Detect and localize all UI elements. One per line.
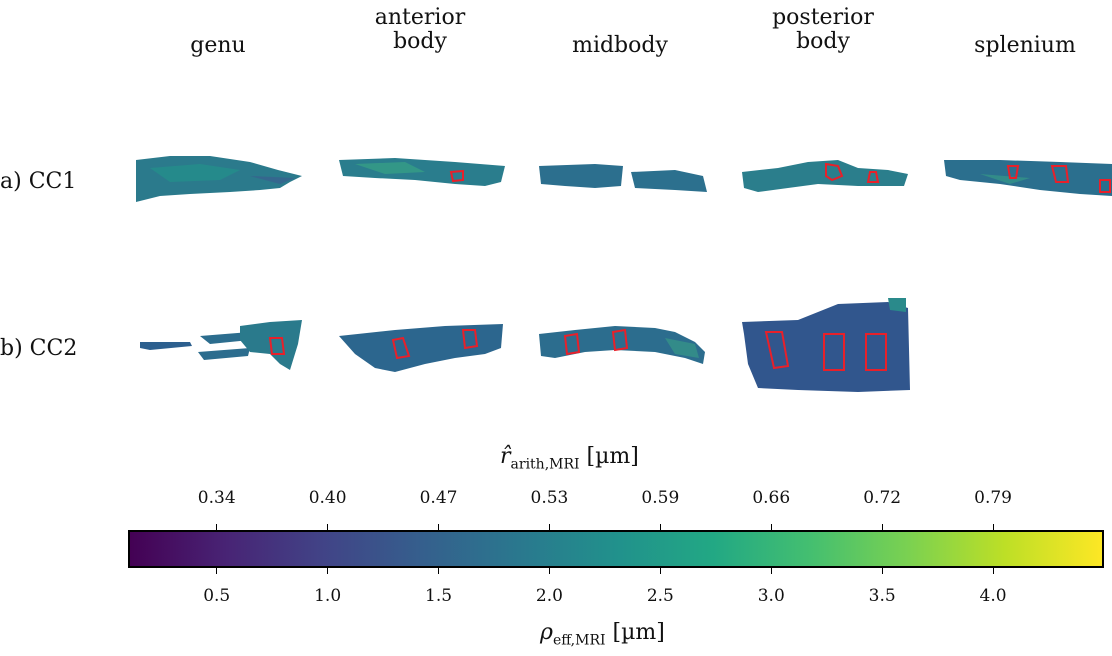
panel-cc2-anterior-body (339, 324, 503, 372)
top-tick-label: 0.59 (641, 488, 680, 508)
colorbar-bottom-tick (881, 568, 883, 574)
panel-cc1-posterior-body (742, 160, 908, 192)
panel-cc1-splenium (944, 160, 1112, 196)
bottom-tick-label: 0.5 (203, 586, 231, 606)
top-tick-label: 0.34 (197, 488, 236, 508)
panel-cc2-midbody (539, 326, 705, 364)
roi-polygon (391, 336, 411, 360)
bottom-tick-label: 1.5 (425, 586, 453, 606)
column-label-anterior-body: anterior body (374, 5, 466, 54)
top-tick-label: 0.79 (974, 488, 1012, 508)
colorbar-top-tick (659, 524, 661, 530)
top-tick-label: 0.40 (308, 488, 347, 508)
colorbar-top-tick (216, 524, 218, 530)
colorbar-top-tick (770, 524, 772, 530)
bottom-tick-label: 3.0 (757, 586, 785, 606)
roi-polygon (823, 333, 845, 371)
bottom-tick-label: 4.0 (979, 586, 1007, 606)
colorbar-top-tick (438, 524, 440, 530)
colorbar-bottom-tick (327, 568, 329, 574)
top-tick-label: 0.72 (863, 488, 902, 508)
roi-polygon (1050, 165, 1070, 183)
bottom-tick-label: 2.0 (535, 586, 563, 606)
panel-cc1-anterior-body (339, 158, 505, 186)
roi-polygon (611, 328, 629, 352)
top-tick-label: 0.47 (419, 488, 458, 508)
colorbar-top-tick (881, 524, 883, 530)
bottom-axis-title: ρeff,MRI [µm] (540, 620, 665, 649)
bottom-tick-label: 1.0 (314, 586, 342, 606)
roi-polygon (866, 171, 880, 183)
column-label-midbody: midbody (572, 33, 668, 58)
column-label-posterior-body: posterior body (772, 5, 874, 54)
colorbar-bottom-tick (659, 568, 661, 574)
roi-polygon (764, 331, 790, 370)
bottom-tick-label: 3.5 (868, 586, 896, 606)
panel-cc2-posterior-body (742, 298, 910, 392)
panel-cc1-genu (136, 156, 302, 202)
panel-cc1-midbody (539, 164, 707, 192)
colorbar-bottom-tick (548, 568, 550, 574)
colorbar-top-tick (992, 524, 994, 530)
column-label-splenium: splenium (974, 33, 1076, 58)
colorbar-top-tick (327, 524, 329, 530)
colorbar-bottom-tick (438, 568, 440, 574)
colorbar-bottom-tick (216, 568, 218, 574)
roi-polygon (461, 329, 479, 350)
roi-polygon (1099, 179, 1111, 193)
panel-cc2-genu (140, 320, 302, 370)
column-label-genu: genu (190, 33, 246, 58)
bottom-tick-label: 2.5 (646, 586, 674, 606)
colorbar (128, 530, 1104, 568)
top-tick-label: 0.53 (530, 488, 569, 508)
roi-polygon (563, 332, 581, 356)
roi-polygon (268, 337, 286, 355)
colorbar-bottom-tick (770, 568, 772, 574)
roi-polygon (865, 333, 887, 371)
roi-polygon (1006, 165, 1020, 179)
row-label-cc2: b) CC2 (0, 336, 78, 361)
top-tick-label: 0.66 (752, 488, 791, 508)
colorbar-bottom-tick (992, 568, 994, 574)
roi-polygon (449, 169, 464, 183)
top-axis-title: r̂arith,MRI [µm] (500, 444, 639, 473)
roi-polygon (825, 162, 844, 182)
colorbar-top-tick (548, 524, 550, 530)
row-label-cc1: a) CC1 (0, 169, 77, 194)
